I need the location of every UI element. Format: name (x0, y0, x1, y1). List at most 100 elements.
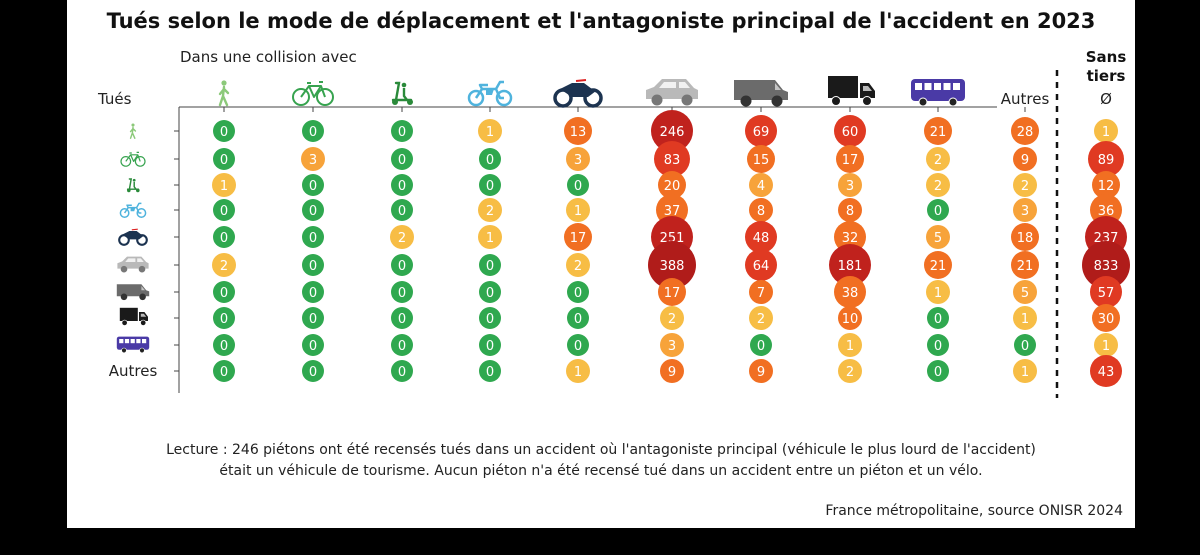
bubble-value: 2 (757, 312, 765, 327)
bubble-value: 38 (842, 286, 859, 301)
bubble-pieton-edp: 0 (391, 120, 413, 142)
bubble-value: 0 (1021, 339, 1029, 354)
bubble-vu-pieton: 0 (213, 281, 235, 303)
bubble-edp-cyclo: 0 (479, 174, 501, 196)
bubble-circle (1013, 306, 1037, 330)
bubble-circle (478, 225, 502, 249)
bubble-circle (749, 280, 773, 304)
bubble-moto-velo: 0 (302, 226, 324, 248)
bubble-velo-pieton: 0 (213, 148, 235, 170)
bubble-matrix-chart: Tués selon le mode de déplacement et l'a… (97, 9, 1130, 398)
bubble-tc-tc: 0 (927, 334, 949, 356)
bubble-value: 3 (309, 153, 317, 168)
bubble-pl-tc: 0 (927, 307, 949, 329)
bubble-circle (302, 334, 324, 356)
bubble-cyclo-cyclo: 2 (478, 198, 502, 222)
bubble-circle (1088, 141, 1124, 177)
bubble-vu-velo: 0 (302, 281, 324, 303)
bubble-value: 12 (1098, 179, 1115, 194)
bubble-value: 3 (668, 339, 676, 354)
bubble-circle (838, 333, 862, 357)
bubble-pieton-sans_tiers: 1 (1094, 119, 1118, 143)
bubble-edp-vu: 4 (749, 173, 773, 197)
bubble-circle (302, 360, 324, 382)
bubble-edp-moto: 0 (567, 174, 589, 196)
bubble-value: 0 (486, 259, 494, 274)
bubble-cyclo-velo: 0 (302, 199, 324, 221)
bubble-moto-moto: 17 (564, 223, 592, 251)
bubble-pieton-cyclo: 1 (478, 119, 502, 143)
bubble-circle (1090, 276, 1122, 308)
bubble-value: 0 (574, 286, 582, 301)
bubble-value: 0 (398, 259, 406, 274)
bubble-circle (1011, 251, 1039, 279)
bubble-value: 0 (220, 286, 228, 301)
reading-note-line-2: était un véhicule de tourisme. Aucun pié… (219, 463, 983, 479)
bubble-circle (745, 115, 777, 147)
bubble-value: 0 (757, 339, 765, 354)
motorcycle-icon (118, 228, 148, 246)
bubble-value: 21 (930, 125, 947, 140)
bubble-autres-sans_tiers: 43 (1090, 355, 1122, 387)
bubble-value: 7 (757, 286, 765, 301)
bubble-circle (1013, 280, 1037, 304)
bubble-vt-cyclo: 0 (479, 254, 501, 276)
bubble-velo-tc: 2 (926, 147, 950, 171)
bubble-value: 0 (486, 339, 494, 354)
column-header-sans-tiers: Sans tiers (1086, 48, 1127, 85)
bubble-circle (478, 198, 502, 222)
bubble-value: 20 (664, 179, 681, 194)
bubble-value: 32 (842, 231, 859, 246)
bubble-tc-vt: 3 (660, 333, 684, 357)
bubble-circle (478, 119, 502, 143)
bubble-value: 1 (934, 286, 942, 301)
car-icon (117, 256, 149, 273)
bubble-velo-autres: 9 (1013, 147, 1037, 171)
bubble-pl-pieton: 0 (213, 307, 235, 329)
bubble-moto-vu: 48 (745, 221, 777, 253)
bubble-value: 1 (1102, 125, 1110, 140)
bubble-circle (302, 120, 324, 142)
bubble-value: 0 (398, 179, 406, 194)
bubble-circle (658, 278, 686, 306)
bicycle-icon (292, 81, 334, 106)
bubble-value: 2 (1021, 179, 1029, 194)
bubble-value: 0 (220, 231, 228, 246)
bubble-vu-edp: 0 (391, 281, 413, 303)
moped-icon (119, 202, 147, 218)
bubble-circle (302, 307, 324, 329)
bubble-value: 0 (934, 312, 942, 327)
bubble-circle (479, 281, 501, 303)
bubble-edp-autres: 2 (1013, 173, 1037, 197)
bubble-circle (391, 199, 413, 221)
bubble-value: 1 (1102, 339, 1110, 354)
bubble-circle (838, 173, 862, 197)
bubble-value: 1 (486, 231, 494, 246)
bubble-tc-pl: 1 (838, 333, 862, 357)
bubble-value: 0 (398, 204, 406, 219)
bubble-circle (1092, 171, 1120, 199)
bubble-tc-cyclo: 0 (479, 334, 501, 356)
bubble-value: 1 (574, 204, 582, 219)
bubble-autres-velo: 0 (302, 360, 324, 382)
bubble-value: 60 (842, 125, 859, 140)
bubble-circle (660, 359, 684, 383)
bubble-circle (213, 360, 235, 382)
bubble-value: 0 (309, 125, 317, 140)
bubble-circle (749, 306, 773, 330)
bubble-autres-autres: 1 (1013, 359, 1037, 383)
bubble-circle (213, 148, 235, 170)
bus-icon (116, 336, 150, 354)
bubble-circle (564, 223, 592, 251)
bubble-circle (567, 334, 589, 356)
bubble-value: 8 (846, 204, 854, 219)
bubble-value: 9 (757, 365, 765, 380)
truck-icon (119, 307, 148, 326)
bubble-circle (302, 281, 324, 303)
bubble-circle (566, 359, 590, 383)
bubble-pieton-autres: 28 (1011, 117, 1039, 145)
bubble-value: 2 (934, 153, 942, 168)
bubble-value: 0 (309, 179, 317, 194)
bubble-circle (1082, 241, 1130, 289)
bubble-vt-vt: 388 (648, 241, 696, 289)
